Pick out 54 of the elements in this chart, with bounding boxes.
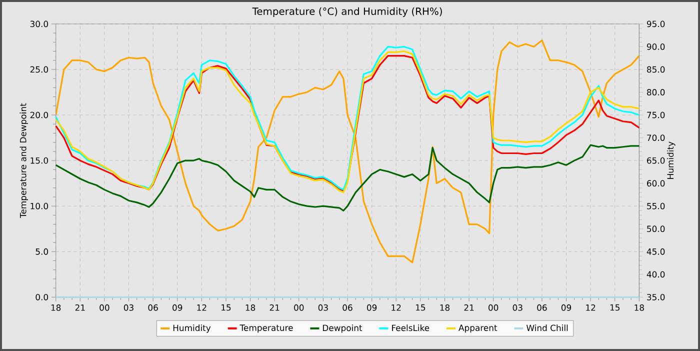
y2-tick-label: 95.0 bbox=[646, 20, 665, 28]
y-tick-label: 10.0 bbox=[30, 202, 48, 210]
x-tick-label: 15 bbox=[610, 304, 620, 311]
y2-tick-label: 75.0 bbox=[647, 112, 665, 118]
x-tick-label: 18 bbox=[440, 304, 450, 311]
y-tick-label: 0.0 bbox=[36, 294, 48, 300]
legend-label: Apparent bbox=[458, 324, 498, 333]
y2-axis-title: Humidity bbox=[667, 142, 676, 179]
x-tick-label: 03 bbox=[124, 304, 134, 311]
x-tick-label: 18 bbox=[246, 304, 256, 311]
y-axis-title: Temperature and Dewpoint bbox=[20, 103, 28, 218]
x-tick-label: 12 bbox=[197, 304, 206, 311]
x-tick-label: 21 bbox=[464, 304, 474, 311]
x-tick-label: 09 bbox=[367, 304, 377, 311]
y2-tick-label: 70.0 bbox=[647, 134, 665, 141]
x-tick-label: 09 bbox=[172, 304, 182, 311]
legend-label: Wind Chill bbox=[526, 324, 568, 332]
legend-label: Temperature bbox=[240, 324, 293, 333]
x-tick-label: 21 bbox=[75, 304, 85, 311]
y2-tick-label: 40.0 bbox=[646, 271, 665, 278]
legend-label: FeelsLike bbox=[392, 324, 430, 332]
x-tick-label: 06 bbox=[537, 304, 547, 311]
x-tick-label: 06 bbox=[148, 304, 158, 311]
chart-title: Temperature (°C) and Humidity (RH%) bbox=[252, 7, 442, 17]
x-tick-label: 12 bbox=[586, 304, 596, 311]
x-tick-label: 09 bbox=[561, 304, 572, 311]
y2-tick-label: 45.0 bbox=[646, 248, 665, 255]
y-tick-label: 5.0 bbox=[36, 248, 48, 255]
y2-tick-label: 80.0 bbox=[647, 89, 665, 96]
y2-tick-label: 90.0 bbox=[646, 44, 665, 50]
legend-label: Dewpoint bbox=[323, 324, 362, 333]
x-tick-label: 18 bbox=[634, 304, 644, 311]
y-tick-label: 30.0 bbox=[30, 20, 48, 28]
x-tick-label: 00 bbox=[100, 304, 110, 311]
y-tick-label: 20.0 bbox=[30, 112, 48, 118]
y-tick-label: 25.0 bbox=[30, 66, 48, 73]
x-tick-label: 00 bbox=[294, 304, 304, 311]
legend-label: Humidity bbox=[173, 324, 211, 333]
y2-tick-label: 50.0 bbox=[647, 226, 665, 232]
y2-tick-label: 60.0 bbox=[647, 180, 665, 187]
y2-tick-label: 85.0 bbox=[647, 66, 665, 73]
x-tick-label: 15 bbox=[416, 304, 426, 311]
x-tick-label: 03 bbox=[318, 304, 328, 311]
x-tick-label: 18 bbox=[51, 304, 61, 311]
y2-tick-label: 65.0 bbox=[647, 157, 665, 164]
x-tick-label: 03 bbox=[512, 304, 522, 311]
x-tick-label: 21 bbox=[270, 304, 280, 311]
x-tick-label: 00 bbox=[488, 304, 498, 311]
x-tick-label: 15 bbox=[222, 304, 231, 311]
y2-tick-label: 35.0 bbox=[647, 294, 665, 300]
y2-tick-label: 55.0 bbox=[647, 202, 665, 210]
x-tick-label: 12 bbox=[392, 304, 401, 311]
y-tick-label: 15.0 bbox=[30, 157, 48, 164]
x-tick-label: 06 bbox=[342, 304, 352, 311]
